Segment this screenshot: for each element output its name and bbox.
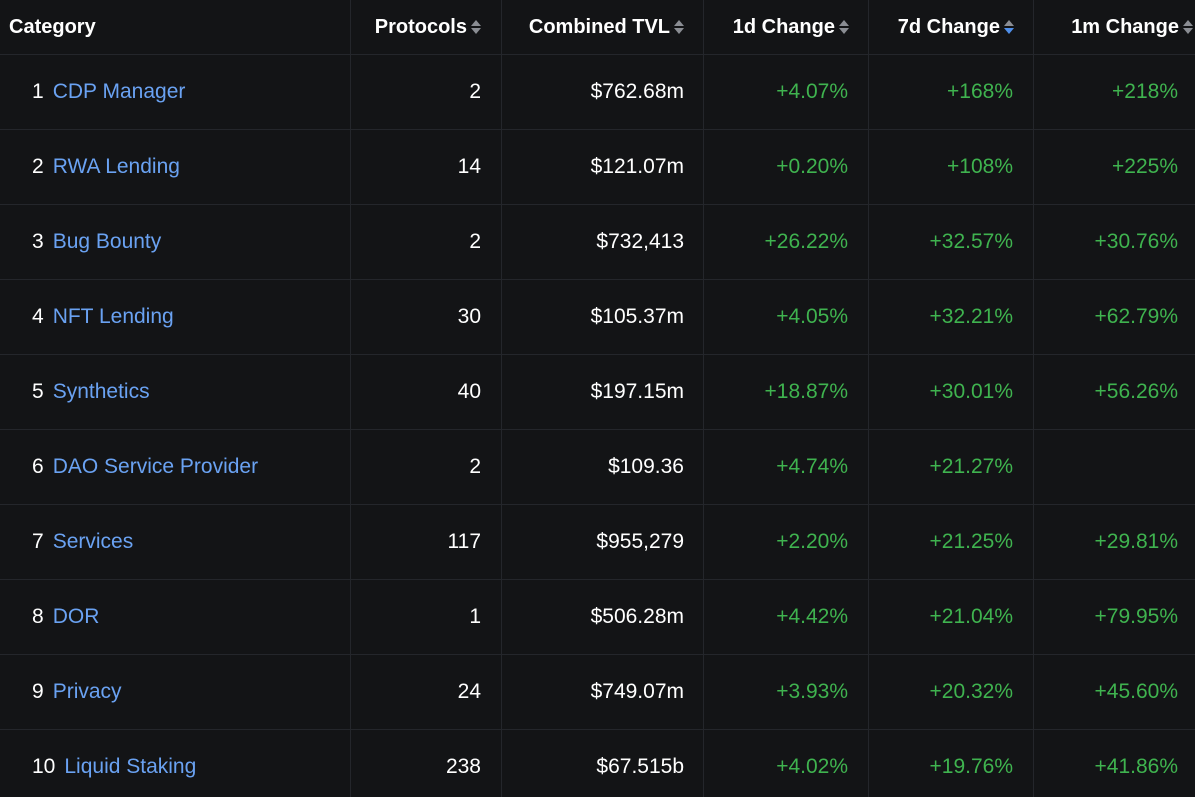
category-cell: 10 Liquid Staking	[0, 730, 351, 797]
sort-icon[interactable]	[471, 20, 481, 34]
category-cell: 8 DOR	[0, 580, 351, 655]
category-link[interactable]: Synthetics	[52, 380, 150, 403]
column-header-1d-change-label: 1d Change	[732, 15, 835, 38]
protocols-count: 2	[351, 205, 502, 280]
change-1m-value: +79.95%	[1034, 580, 1195, 655]
category-cell: 5 Synthetics	[0, 355, 351, 430]
protocols-count: 24	[351, 655, 502, 730]
protocols-count: 2	[351, 430, 502, 505]
category-link[interactable]: NFT Lending	[52, 305, 174, 328]
sort-descending-icon[interactable]	[1004, 20, 1014, 34]
combined-tvl-value: $762.68m	[502, 55, 704, 130]
column-header-tvl-label: Combined TVL	[528, 15, 670, 38]
change-1m-value: +62.79%	[1034, 280, 1195, 355]
change-1d-value: +3.93%	[704, 655, 869, 730]
sort-icon[interactable]	[839, 20, 849, 34]
change-7d-value: +30.01%	[869, 355, 1034, 430]
change-7d-value: +21.25%	[869, 505, 1034, 580]
change-1m-value	[1034, 430, 1195, 505]
change-1d-value: +18.87%	[704, 355, 869, 430]
change-1d-value: +2.20%	[704, 505, 869, 580]
change-1d-value: +0.20%	[704, 130, 869, 205]
row-rank: 1	[32, 80, 44, 103]
change-7d-value: +20.32%	[869, 655, 1034, 730]
combined-tvl-value: $732,413	[502, 205, 704, 280]
change-1m-value: +30.76%	[1034, 205, 1195, 280]
change-1m-value: +41.86%	[1034, 730, 1195, 797]
category-cell: 9 Privacy	[0, 655, 351, 730]
category-cell: 1 CDP Manager	[0, 55, 351, 130]
change-1d-value: +4.02%	[704, 730, 869, 797]
change-1m-value: +56.26%	[1034, 355, 1195, 430]
combined-tvl-value: $67.515b	[502, 730, 704, 797]
change-1d-value: +26.22%	[704, 205, 869, 280]
column-header-7d-change[interactable]: 7d Change	[869, 0, 1034, 55]
change-7d-value: +32.57%	[869, 205, 1034, 280]
column-header-protocols[interactable]: Protocols	[351, 0, 502, 55]
column-header-protocols-label: Protocols	[374, 15, 467, 38]
column-header-tvl[interactable]: Combined TVL	[502, 0, 704, 55]
change-1d-value: +4.07%	[704, 55, 869, 130]
change-7d-value: +21.27%	[869, 430, 1034, 505]
combined-tvl-value: $506.28m	[502, 580, 704, 655]
category-cell: 3 Bug Bounty	[0, 205, 351, 280]
category-link[interactable]: Privacy	[52, 680, 122, 703]
row-rank: 6	[32, 455, 44, 478]
combined-tvl-value: $121.07m	[502, 130, 704, 205]
change-7d-value: +168%	[869, 55, 1034, 130]
row-rank: 4	[32, 305, 44, 328]
category-cell: 6 DAO Service Provider	[0, 430, 351, 505]
protocols-count: 14	[351, 130, 502, 205]
row-rank: 5	[32, 380, 44, 403]
change-1d-value: +4.05%	[704, 280, 869, 355]
combined-tvl-value: $105.37m	[502, 280, 704, 355]
category-link[interactable]: DAO Service Provider	[52, 455, 259, 478]
category-link[interactable]: CDP Manager	[52, 80, 186, 103]
column-header-1m-change-label: 1m Change	[1071, 15, 1179, 38]
category-cell: 4 NFT Lending	[0, 280, 351, 355]
row-rank: 2	[32, 155, 44, 178]
combined-tvl-value: $749.07m	[502, 655, 704, 730]
row-rank: 8	[32, 605, 44, 628]
column-header-category-label: Category	[9, 15, 96, 38]
column-header-1d-change[interactable]: 1d Change	[704, 0, 869, 55]
change-1d-value: +4.74%	[704, 430, 869, 505]
protocols-count: 238	[351, 730, 502, 797]
change-7d-value: +21.04%	[869, 580, 1034, 655]
row-rank: 9	[32, 680, 44, 703]
protocols-count: 1	[351, 580, 502, 655]
row-rank: 3	[32, 230, 44, 253]
category-link[interactable]: DOR	[52, 605, 100, 628]
protocols-count: 117	[351, 505, 502, 580]
column-header-1m-change[interactable]: 1m Change	[1034, 0, 1195, 55]
category-link[interactable]: Bug Bounty	[52, 230, 162, 253]
combined-tvl-value: $955,279	[502, 505, 704, 580]
change-7d-value: +19.76%	[869, 730, 1034, 797]
row-rank: 7	[32, 530, 44, 553]
row-rank: 10	[32, 755, 56, 778]
protocols-count: 30	[351, 280, 502, 355]
protocols-count: 2	[351, 55, 502, 130]
combined-tvl-value: $197.15m	[502, 355, 704, 430]
change-1m-value: +218%	[1034, 55, 1195, 130]
sort-icon[interactable]	[1183, 20, 1193, 34]
sort-icon[interactable]	[674, 20, 684, 34]
combined-tvl-value: $109.36	[502, 430, 704, 505]
category-cell: 7 Services	[0, 505, 351, 580]
column-header-7d-change-label: 7d Change	[897, 15, 1000, 38]
category-cell: 2 RWA Lending	[0, 130, 351, 205]
change-7d-value: +32.21%	[869, 280, 1034, 355]
change-1m-value: +225%	[1034, 130, 1195, 205]
change-1m-value: +45.60%	[1034, 655, 1195, 730]
protocols-count: 40	[351, 355, 502, 430]
change-1m-value: +29.81%	[1034, 505, 1195, 580]
column-header-category[interactable]: Category	[0, 0, 351, 55]
change-1d-value: +4.42%	[704, 580, 869, 655]
category-link[interactable]: Services	[52, 530, 134, 553]
category-link[interactable]: Liquid Staking	[64, 755, 197, 778]
change-7d-value: +108%	[869, 130, 1034, 205]
category-link[interactable]: RWA Lending	[52, 155, 180, 178]
